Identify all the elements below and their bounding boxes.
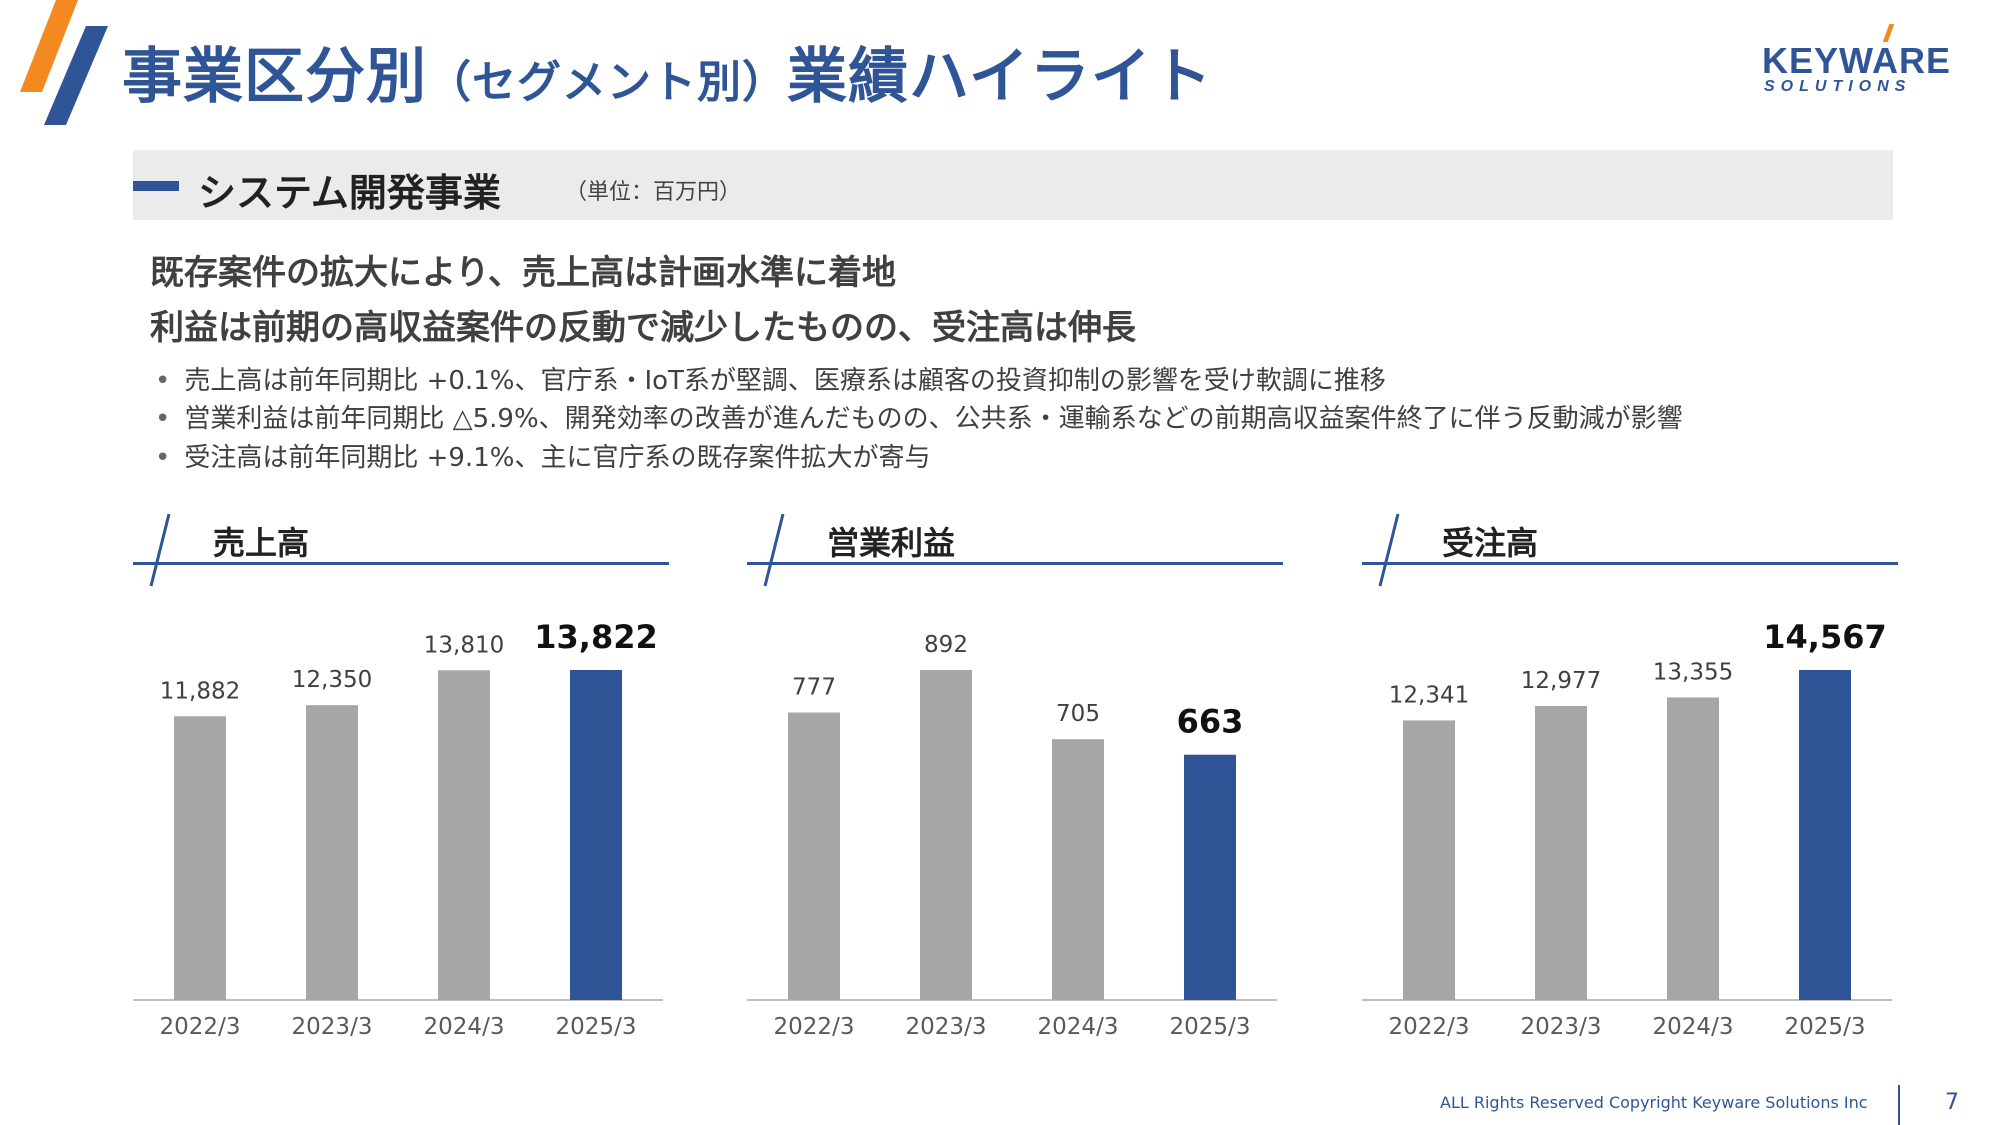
chart-bar [1667,697,1719,1000]
slash-icon [763,513,785,587]
data-label: 777 [792,675,836,701]
slash-icon [149,513,171,587]
data-label: 13,355 [1653,659,1733,685]
headline-1: 既存案件の拡大により、売上高は計画水準に着地 [150,253,896,293]
chart-header-rule [133,562,669,565]
data-label: 705 [1056,701,1100,727]
bullet-item: • 売上高は前年同期比 +0.1%、官庁系・IoT系が堅調、医療系は顧客の投資抑制… [155,360,1386,397]
chart-bar [1535,706,1587,1000]
chart-bar [788,712,840,1000]
section-bar: システム開発事業 （単位：百万円） [133,150,1893,220]
chart-orders: 12,341 2022/3 12,977 2023/3 13,355 2024/3 14,5… [1362,618,1892,1040]
bullet-text: 受注高は前年同期比 +9.1%、主に官庁系の既存案件拡大が寄与 [184,443,931,473]
category-label: 2022/3 [160,1014,241,1040]
chart-bar [570,670,622,1000]
chart-bar [920,670,972,1000]
chart-header-sales: 売上高 [133,512,669,587]
category-label: 2023/3 [906,1014,987,1040]
chart-bar [1052,739,1104,1000]
category-label: 2024/3 [424,1014,505,1040]
bullet-text: 営業利益は前年同期比 △5.9%、開発効率の改善が進んだものの、公共系・運輸系な… [184,404,1683,434]
bullet-dot-icon: • [155,443,171,473]
company-logo: KEYWARE SOLUTIONS [1762,20,1972,100]
chart-sales: 11,882 2022/3 12,350 2023/3 13,810 2024/3 13,8… [133,618,663,1040]
page-title-paren: （セグメント別） [427,57,787,108]
chart-title-operating-profit: 営業利益 [827,524,956,562]
chart-header-orders: 受注高 [1362,512,1898,587]
page-title-main: 事業区分別 [122,42,427,112]
page-number: 7 [1945,1090,1959,1115]
category-label: 2025/3 [556,1014,637,1040]
data-label: 663 [1177,703,1244,741]
chart-bar [1403,720,1455,1000]
category-label: 2024/3 [1038,1014,1119,1040]
data-label: 12,350 [292,667,372,693]
chart-title-sales: 売上高 [213,524,310,562]
page-title-tail: 業績ハイライト [787,42,1213,112]
category-label: 2023/3 [1521,1014,1602,1040]
chart-operating-profit: 777 2022/3 892 2023/3 705 2024/3 663 2025/3 [747,632,1277,1040]
brand-stripe-icon [20,0,108,125]
data-label: 14,567 [1763,618,1886,656]
data-label: 892 [924,632,968,658]
chart-bar [174,716,226,1000]
bullet-dot-icon: • [155,366,171,396]
bullet-dot-icon: • [155,404,171,434]
headline-2: 利益は前期の高収益案件の反動で減少したものの、受注高は伸長 [150,308,1136,348]
bullet-item: • 受注高は前年同期比 +9.1%、主に官庁系の既存案件拡大が寄与 [155,437,930,474]
logo-main-text: KEYWARE [1762,40,1952,81]
chart-bar [306,705,358,1000]
chart-bar [1799,670,1851,1000]
slash-icon [1378,513,1400,587]
chart-bar [1184,754,1236,1000]
chart-bar [438,670,490,1000]
chart-header-rule [747,562,1283,565]
section-marker-icon [133,181,179,191]
category-label: 2022/3 [1389,1014,1470,1040]
footer-divider [1898,1085,1900,1125]
chart-title-orders: 受注高 [1442,524,1539,562]
page-title: 事業区分別（セグメント別）業績ハイライト [122,28,1213,115]
logo-sub-text: SOLUTIONS [1764,78,1912,95]
data-label: 13,810 [424,632,504,658]
bullet-item: • 営業利益は前年同期比 △5.9%、開発効率の改善が進んだものの、公共系・運輸系… [155,398,1683,435]
footer-copyright: ALL Rights Reserved Copyright Keyware So… [1440,1093,1868,1112]
data-label: 13,822 [534,618,657,656]
data-label: 12,977 [1521,668,1601,694]
data-label: 11,882 [160,678,240,704]
category-label: 2025/3 [1170,1014,1251,1040]
data-label: 12,341 [1389,682,1469,708]
category-label: 2022/3 [774,1014,855,1040]
section-title: システム開発事業 [198,171,501,215]
section-unit: （単位：百万円） [565,180,742,205]
chart-header-operating-profit: 営業利益 [747,512,1283,587]
category-label: 2025/3 [1785,1014,1866,1040]
chart-header-rule [1362,562,1898,565]
category-label: 2024/3 [1653,1014,1734,1040]
bullet-text: 売上高は前年同期比 +0.1%、官庁系・IoT系が堅調、医療系は顧客の投資抑制の… [184,366,1386,396]
category-label: 2023/3 [292,1014,373,1040]
